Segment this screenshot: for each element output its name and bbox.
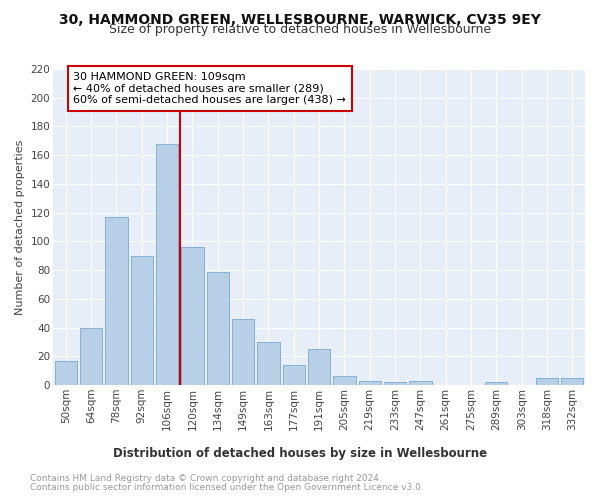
Bar	[359, 381, 381, 385]
Bar	[181, 247, 203, 385]
Text: Contains public sector information licensed under the Open Government Licence v3: Contains public sector information licen…	[30, 484, 424, 492]
Bar	[283, 365, 305, 385]
Bar	[156, 144, 178, 385]
Text: 30, HAMMOND GREEN, WELLESBOURNE, WARWICK, CV35 9EY: 30, HAMMOND GREEN, WELLESBOURNE, WARWICK…	[59, 12, 541, 26]
Text: Contains HM Land Registry data © Crown copyright and database right 2024.: Contains HM Land Registry data © Crown c…	[30, 474, 382, 483]
Text: Size of property relative to detached houses in Wellesbourne: Size of property relative to detached ho…	[109, 22, 491, 36]
Bar	[131, 256, 153, 385]
Bar	[485, 382, 508, 385]
Bar	[384, 382, 406, 385]
Bar	[105, 217, 128, 385]
Text: Distribution of detached houses by size in Wellesbourne: Distribution of detached houses by size …	[113, 448, 487, 460]
Bar	[308, 349, 330, 385]
Bar	[232, 319, 254, 385]
Bar	[333, 376, 356, 385]
Bar	[409, 381, 431, 385]
Bar	[206, 272, 229, 385]
Text: 30 HAMMOND GREEN: 109sqm
← 40% of detached houses are smaller (289)
60% of semi-: 30 HAMMOND GREEN: 109sqm ← 40% of detach…	[73, 72, 346, 105]
Bar	[80, 328, 102, 385]
Y-axis label: Number of detached properties: Number of detached properties	[15, 140, 25, 314]
Bar	[55, 360, 77, 385]
Bar	[561, 378, 583, 385]
Bar	[257, 342, 280, 385]
Bar	[536, 378, 558, 385]
